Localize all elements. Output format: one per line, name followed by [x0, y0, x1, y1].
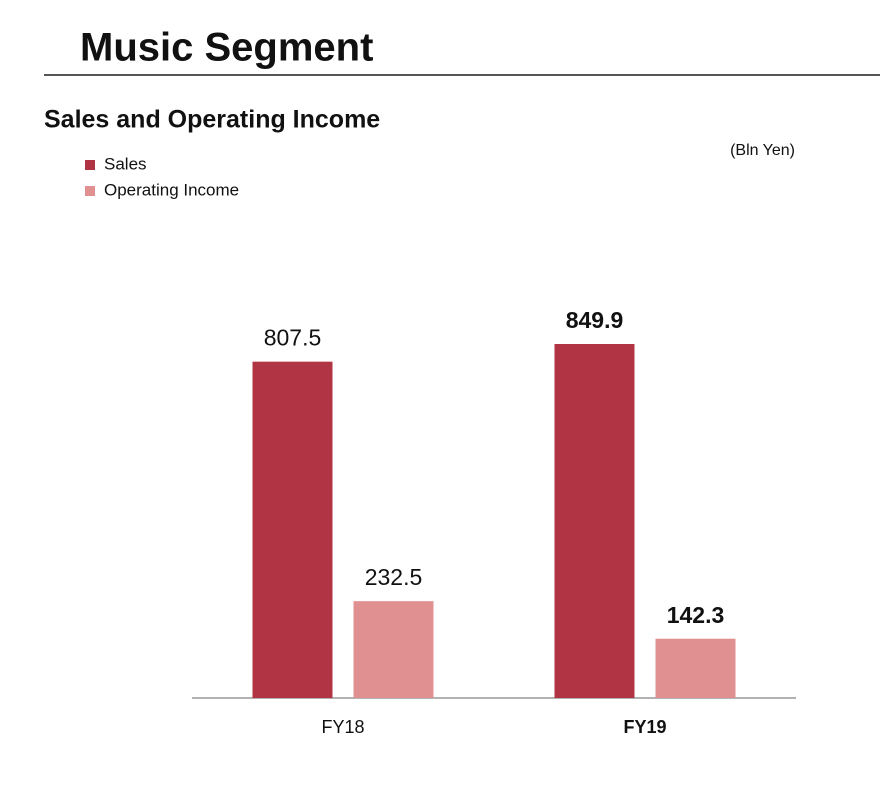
legend-swatch: [85, 186, 95, 196]
value-label: 849.9: [566, 307, 624, 333]
bar: [252, 361, 333, 698]
x-tick-label: FY19: [623, 717, 666, 737]
unit-label: (Bln Yen): [730, 142, 795, 159]
legend-swatch: [85, 160, 95, 170]
bar: [353, 601, 434, 698]
bar: [554, 344, 635, 698]
value-label: 807.5: [264, 325, 322, 351]
value-label: 232.5: [365, 564, 423, 590]
chart-title: Music Segment: [80, 26, 373, 70]
legend-label: Operating Income: [104, 180, 239, 199]
legend-label: Sales: [104, 154, 147, 173]
chart-subtitle: Sales and Operating Income: [44, 106, 380, 134]
x-tick-label: FY18: [321, 717, 364, 737]
value-label: 142.3: [667, 602, 725, 628]
bar: [655, 638, 736, 698]
